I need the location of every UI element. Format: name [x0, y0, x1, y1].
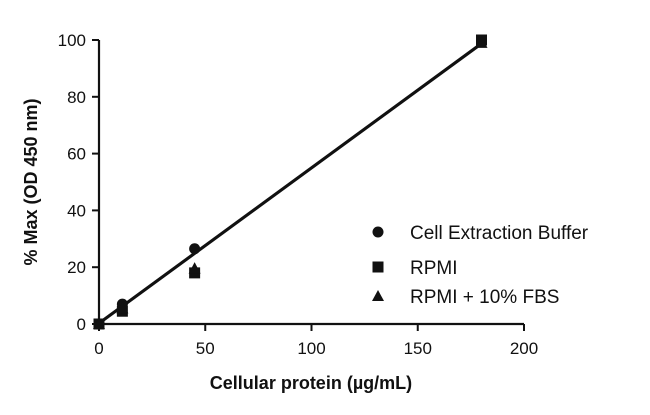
x-axis-title: Cellular protein (µg/mL) [210, 373, 412, 393]
y-axis-title: % Max (OD 450 nm) [21, 98, 41, 265]
axes [97, 40, 524, 326]
fit-line [98, 42, 483, 324]
legend-label: RPMI + 10% FBS [410, 287, 559, 308]
legend: Cell Extraction Buffer RPMI RPMI + 10% F… [372, 223, 589, 308]
y-tick-label: 40 [67, 201, 86, 220]
x-ticks: 0 50 100 150 200 [94, 324, 538, 358]
legend-item: RPMI [372, 258, 458, 279]
point-circle [189, 243, 201, 255]
point-triangle [116, 301, 129, 314]
legend-marker-square [372, 261, 384, 273]
point-triangle [475, 36, 488, 48]
y-tick-label: 80 [67, 88, 86, 107]
point-triangle [93, 317, 105, 329]
y-tick-label: 20 [67, 258, 86, 277]
x-tick-label: 0 [94, 339, 103, 358]
legend-marker-triangle [372, 290, 384, 301]
x-tick-label: 100 [297, 339, 325, 358]
y-tick-label: 100 [58, 31, 86, 50]
x-tick-label: 200 [510, 339, 538, 358]
legend-item: RPMI + 10% FBS [372, 287, 559, 308]
y-tick-label: 0 [77, 315, 86, 334]
y-tick-label: 60 [67, 145, 86, 164]
y-ticks: 0 20 40 60 80 100 [58, 31, 99, 334]
legend-item: Cell Extraction Buffer [372, 223, 589, 244]
legend-label: RPMI [410, 258, 458, 279]
fit-lines [98, 42, 483, 325]
x-tick-label: 150 [404, 339, 432, 358]
legend-marker-circle [372, 226, 384, 238]
point-triangle [188, 262, 201, 274]
legend-label: Cell Extraction Buffer [410, 223, 589, 244]
data-points [93, 34, 488, 330]
x-tick-label: 50 [196, 339, 215, 358]
